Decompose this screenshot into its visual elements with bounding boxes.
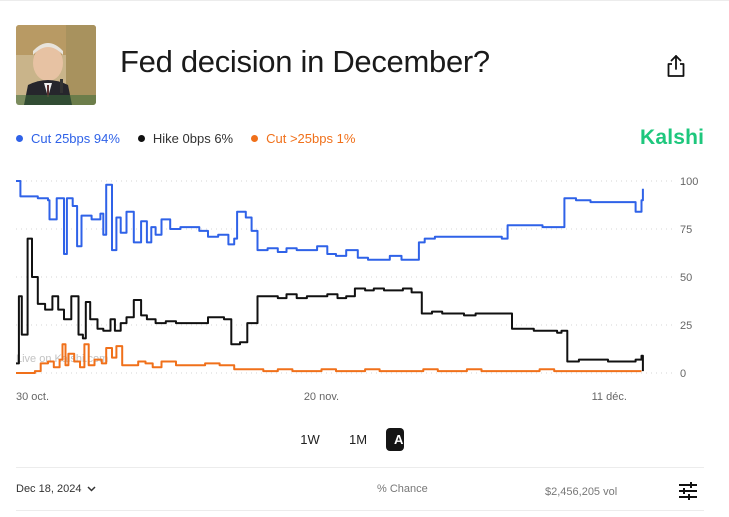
legend-item-cut-25[interactable]: Cut 25bps 94%	[16, 131, 120, 146]
legend-dot-hike-0	[137, 135, 145, 142]
legend-dot-cut-25	[16, 135, 23, 142]
y-tick-label: 25	[680, 320, 692, 332]
legend-label-hike-0: Hike 0bps 6%	[152, 131, 234, 146]
time-range-selector: 1W 1M All	[290, 428, 411, 451]
range-all-button[interactable]: All	[386, 428, 411, 451]
date-selector[interactable]: Dec 18, 2024	[16, 483, 96, 495]
divider	[16, 510, 704, 511]
date-label: Dec 18, 2024	[16, 483, 82, 495]
legend-label-cut-gt-25: Cut >25bps 1%	[266, 131, 356, 146]
x-tick-label: 20 nov.	[304, 391, 339, 403]
legend-label-cut-25: Cut 25bps 94%	[31, 131, 120, 146]
range-1w-button[interactable]: 1W	[290, 428, 330, 451]
settings-sliders-icon[interactable]	[677, 480, 699, 502]
x-tick-label: 11 déc.	[592, 391, 627, 403]
legend-dot-cut-gt-25	[251, 135, 259, 142]
kalshi-logo: Kalshi	[640, 126, 705, 149]
series-line-cut-25bps	[16, 343, 642, 374]
y-tick-label: 50	[680, 272, 692, 284]
range-1m-button[interactable]: 1M	[338, 428, 378, 451]
page-title: Fed decision in December?	[120, 44, 490, 79]
x-axis-ticks: 30 oct. 20 nov. 11 déc.	[16, 391, 627, 403]
x-tick-label: 30 oct.	[16, 391, 49, 403]
top-border	[0, 0, 729, 1]
chart-footer: Dec 18, 2024 % Chance $2,456,205 vol	[16, 476, 704, 504]
legend-item-cut-gt-25[interactable]: Cut >25bps 1%	[251, 131, 355, 146]
y-tick-label: 75	[680, 224, 692, 236]
y-axis-ticks: 0 25 50 75 100	[680, 176, 698, 380]
legend-item-hike-0[interactable]: Hike 0bps 6%	[137, 131, 234, 146]
chevron-down-icon	[87, 486, 96, 492]
chart-series	[16, 180, 644, 374]
market-thumbnail	[16, 25, 96, 105]
divider	[16, 467, 704, 468]
y-tick-label: 100	[680, 176, 698, 188]
chance-label: % Chance	[377, 483, 428, 495]
series-line-hike-0bps	[16, 237, 644, 372]
y-tick-label: 0	[680, 368, 686, 380]
series-line-cut-25bps	[16, 180, 644, 261]
share-icon[interactable]	[664, 53, 688, 79]
chart-legend: Cut 25bps 94% Hike 0bps 6% Cut >25bps 1%	[16, 131, 355, 146]
volume-label: $2,456,205 vol	[545, 486, 618, 498]
chart-grid	[16, 180, 672, 374]
